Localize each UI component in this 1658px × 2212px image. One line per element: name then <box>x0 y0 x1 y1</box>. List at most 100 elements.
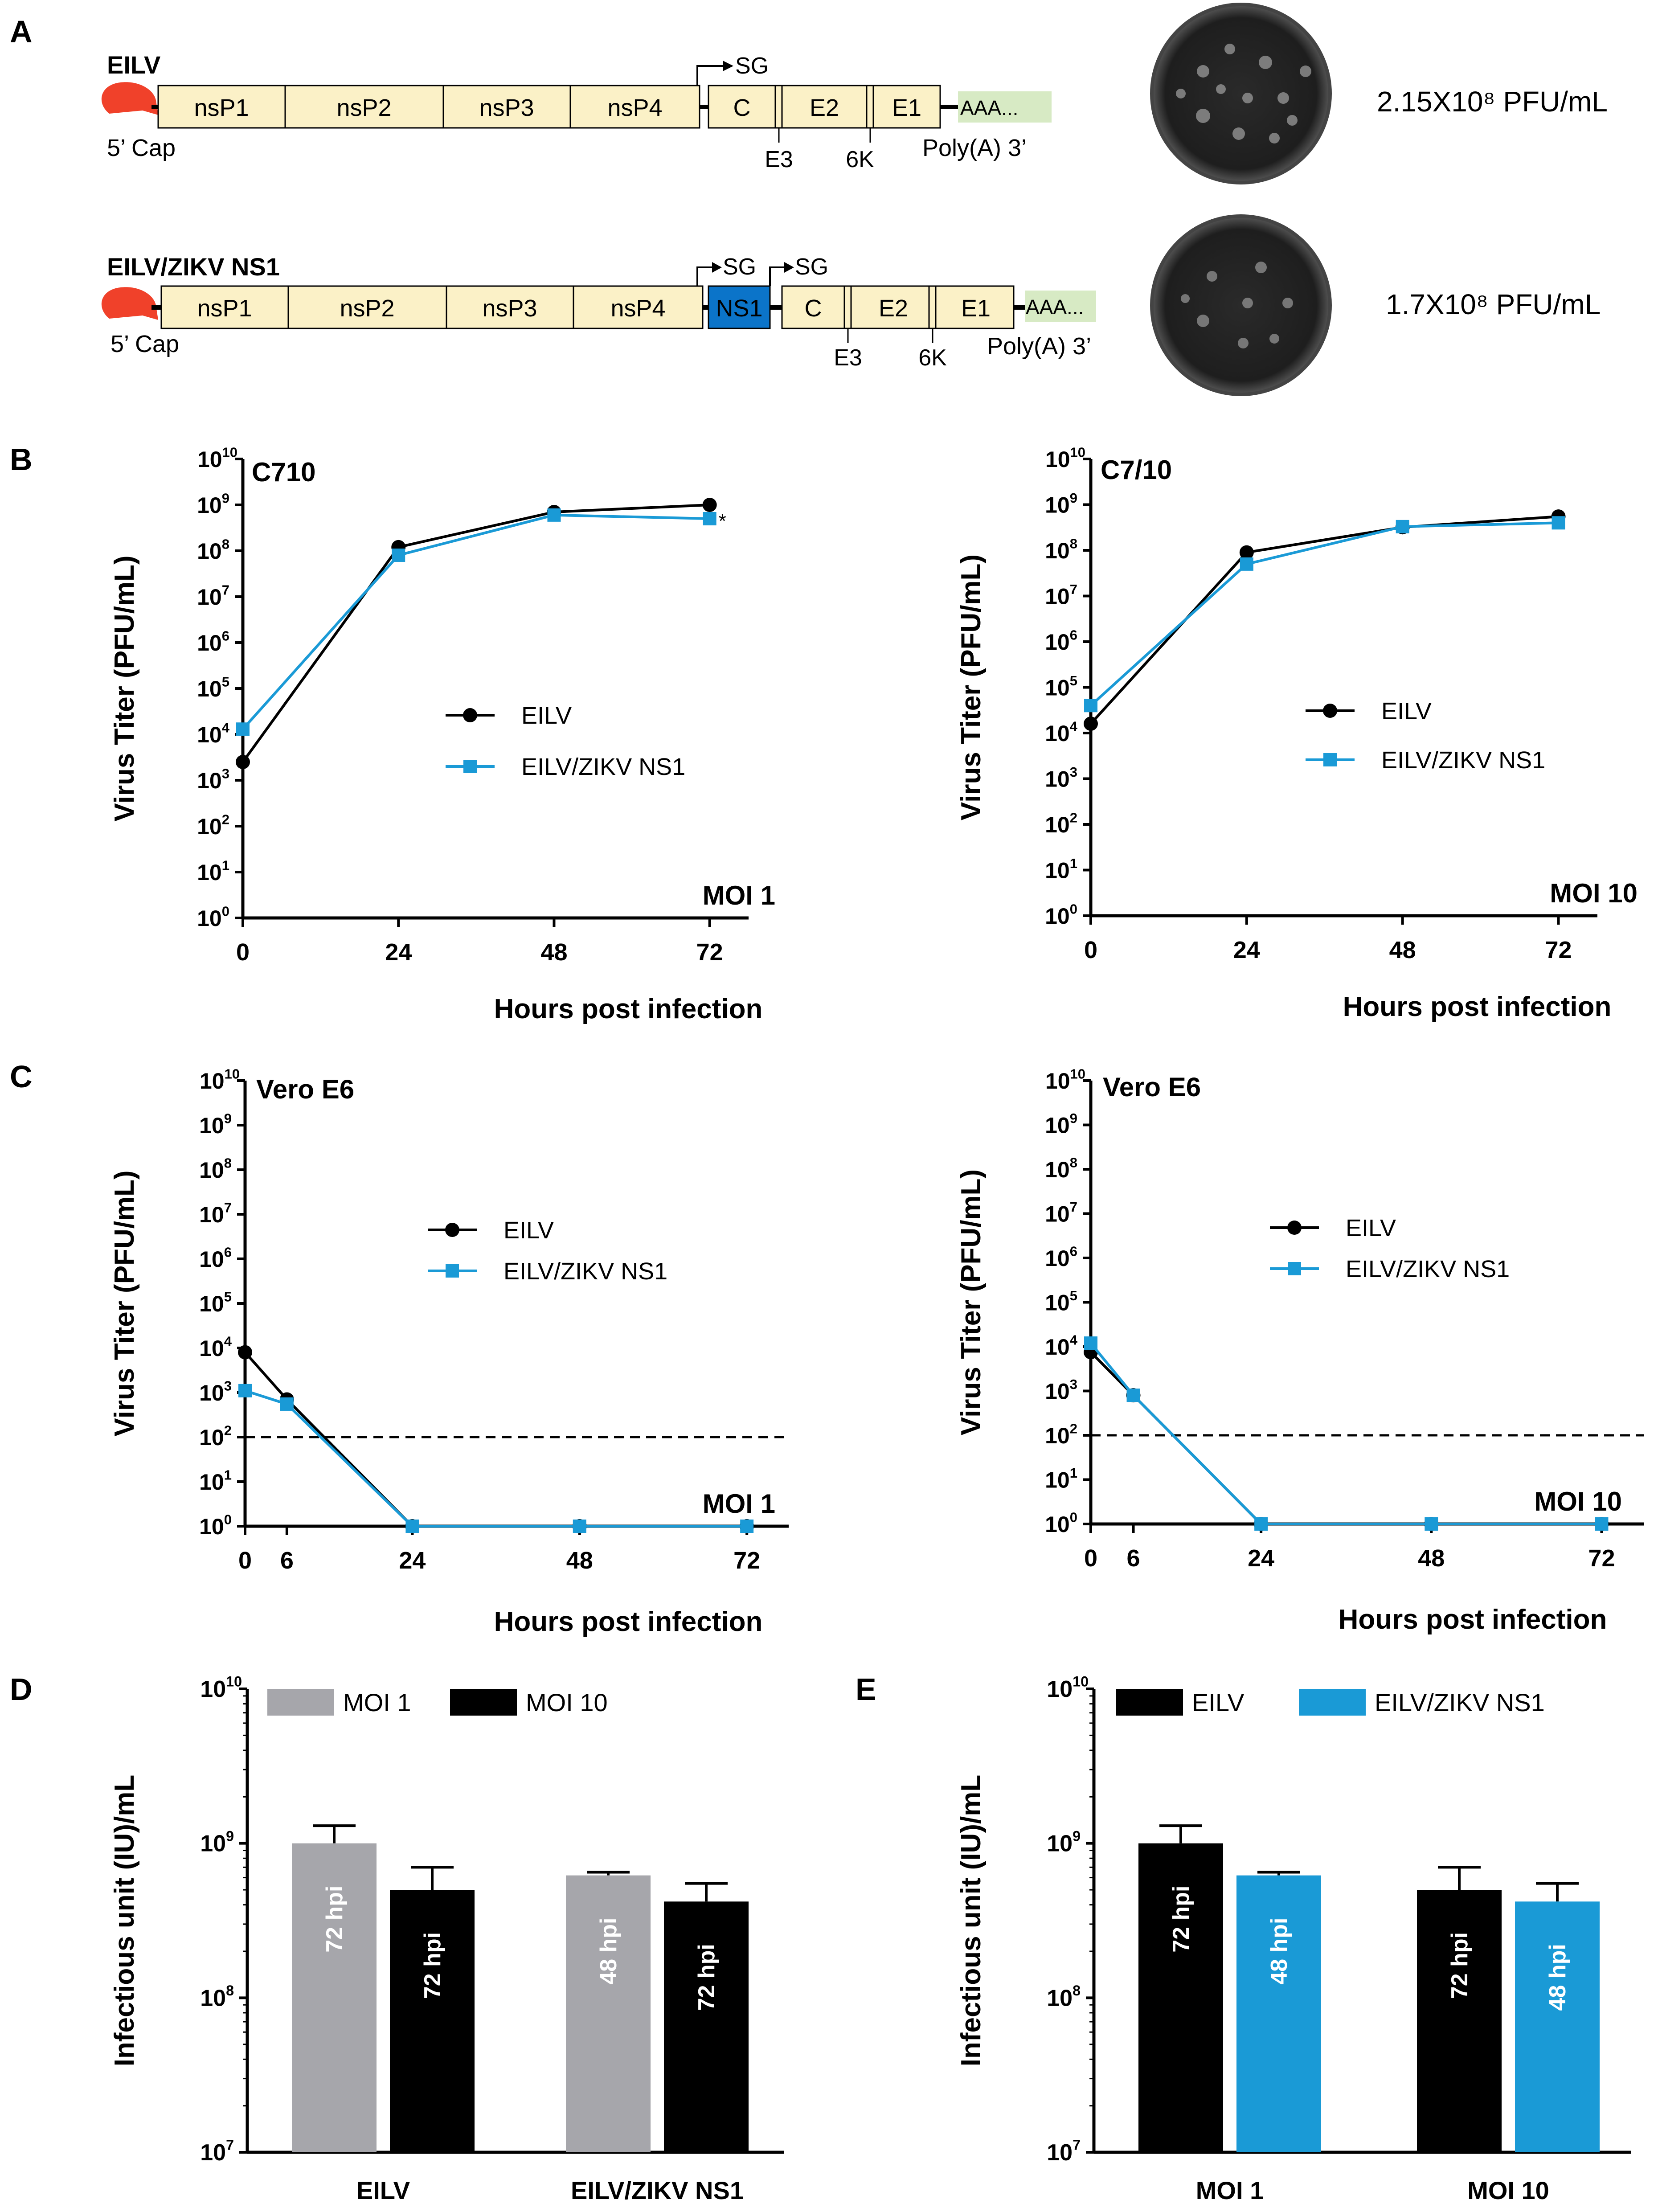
bar-label: 72 hpi <box>1168 1886 1194 1953</box>
legend-label: MOI 10 <box>526 1688 608 1716</box>
y-tick-label: 100 <box>1045 901 1077 929</box>
y-tick-label: 106 <box>197 628 229 656</box>
bar-label: 72 hpi <box>694 1944 720 2011</box>
gene-label-e2: E2 <box>879 295 908 322</box>
y-tick-label: 108 <box>197 537 229 564</box>
chart-b1: 100 101 102 103 104 105 106 107 108 109 1010 0 24 48 7… <box>109 445 775 1025</box>
x-tick-label: 0 <box>236 939 250 966</box>
x-tick-label: 72 <box>1545 937 1572 963</box>
y-tick-label: 100 <box>197 904 229 931</box>
bar-label: 48 hpi <box>596 1918 622 1985</box>
y-axis-label: Virus Titer (PFU/mL) <box>956 554 987 820</box>
y-tick-label: 108 <box>1047 1983 1081 2011</box>
bar-label: 48 hpi <box>1266 1918 1292 1985</box>
construct-name: EILV <box>107 51 160 79</box>
bar-label: 48 hpi <box>1545 1944 1571 2011</box>
series-line <box>244 1351 747 1528</box>
y-tick-label: 1010 <box>200 1674 242 1702</box>
y-tick-label: 1010 <box>1045 445 1085 472</box>
legend-marker <box>1288 1262 1301 1275</box>
plaque-image-eilv <box>1150 3 1332 184</box>
gene-label: NS1 <box>716 295 762 322</box>
chart-e: 107 108 109 1010 Infectious unit (IU)/mL MOI … <box>956 1674 1631 2204</box>
promoter-arrowhead <box>712 262 722 273</box>
y-tick-label: 109 <box>199 1111 232 1139</box>
series-line <box>1089 515 1559 725</box>
polya-tail-label: AAA... <box>1026 295 1084 319</box>
promoter-label-1: SG <box>723 254 756 280</box>
polya-tail <box>958 91 1052 123</box>
category-label: EILV <box>356 2176 410 2204</box>
y-tick-label: 103 <box>197 766 229 794</box>
data-point <box>238 1345 252 1360</box>
bar-label: 72 hpi <box>1447 1932 1473 1999</box>
category-label: EILV/ZIKV NS1 <box>571 2176 744 2204</box>
cap-icon <box>101 82 158 115</box>
data-point <box>702 498 717 512</box>
legend-swatch <box>1116 1689 1183 1716</box>
panel-letter-d: D <box>10 1672 33 1707</box>
x-tick-label: 48 <box>1418 1545 1445 1572</box>
promoter-arrow-icon <box>696 266 713 286</box>
moi-label: MOI 10 <box>1534 1487 1622 1516</box>
bar <box>1417 1890 1502 2152</box>
y-tick-label: 107 <box>1047 2137 1081 2166</box>
data-point <box>1240 557 1253 571</box>
bar <box>566 1875 651 2152</box>
legend-marker <box>463 760 477 773</box>
data-point <box>236 755 250 770</box>
legend-marker <box>1323 704 1337 718</box>
y-tick-label: 108 <box>1045 536 1077 564</box>
data-point <box>1552 516 1565 530</box>
legend-marker <box>445 1223 459 1237</box>
legend-label: EILV <box>1192 1688 1245 1716</box>
x-tick-label: 6 <box>1127 1545 1140 1572</box>
y-tick-label: 1010 <box>197 445 237 472</box>
moi-label: MOI 1 <box>703 881 775 910</box>
construct-eilv-zikv-ns1: EILV/ZIKV NS1 nsP1 nsP2 nsP3 nsP4 NS1 C … <box>101 253 1096 371</box>
cap-label: 5’ Cap <box>107 135 176 161</box>
gene-label-e2: E2 <box>810 94 839 121</box>
gene-label: nsP3 <box>479 94 534 121</box>
bar <box>1138 1843 1223 2152</box>
y-tick-label: 105 <box>197 674 229 702</box>
construct-eilv: EILV nsP1 nsP2 nsP3 nsP4 C E2 E1 AAA... … <box>101 51 1052 172</box>
bar-label: 72 hpi <box>322 1886 348 1953</box>
gene-box-nsp3: nsP3 <box>442 85 571 129</box>
y-axis-label: Virus Titer (PFU/mL) <box>109 555 140 821</box>
legend-swatch <box>1299 1689 1366 1716</box>
gene-box-nsp3: nsP3 <box>446 285 574 329</box>
chart-c2: 100 101 102 103 104 105 106 107 108 109 1010 0 6 24 48… <box>956 1066 1644 1635</box>
y-tick-label: 103 <box>199 1378 232 1406</box>
y-tick-label: 1010 <box>1045 1066 1085 1094</box>
data-point <box>573 1520 586 1533</box>
y-axis-label: Infectious unit (IU)/mL <box>109 1775 140 2066</box>
legend-marker <box>1323 753 1337 766</box>
polya-tail-label: AAA... <box>960 96 1018 119</box>
y-tick-label: 101 <box>1045 856 1077 883</box>
series-line <box>1089 1342 1602 1525</box>
legend-marker <box>446 1264 459 1278</box>
chart-title: Vero E6 <box>256 1074 354 1104</box>
legend-label: EILV <box>1346 1215 1396 1241</box>
moi-label: MOI 10 <box>1550 878 1638 908</box>
y-tick-label: 104 <box>1045 1332 1078 1360</box>
y-tick-label: 109 <box>1045 1110 1077 1138</box>
y-tick-label: 109 <box>200 1828 234 1856</box>
data-point <box>1239 545 1254 560</box>
y-tick-label: 105 <box>1045 1288 1077 1315</box>
y-tick-label: 104 <box>199 1334 232 1361</box>
legend-label: EILV <box>1381 698 1432 725</box>
data-point <box>280 1397 294 1411</box>
gene-box-nsp4: nsP4 <box>573 285 704 329</box>
plaque-image-eilv-zikv-ns1 <box>1150 214 1332 396</box>
y-tick-label: 106 <box>1045 627 1077 655</box>
data-point <box>1425 1517 1438 1531</box>
y-tick-label: 104 <box>1045 719 1078 746</box>
series-line <box>242 504 710 763</box>
x-tick-label: 24 <box>1233 937 1260 963</box>
y-tick-label: 109 <box>1045 490 1077 518</box>
construct-name: EILV/ZIKV NS1 <box>107 253 280 281</box>
gene-box-ns1: NS1 <box>708 285 771 329</box>
